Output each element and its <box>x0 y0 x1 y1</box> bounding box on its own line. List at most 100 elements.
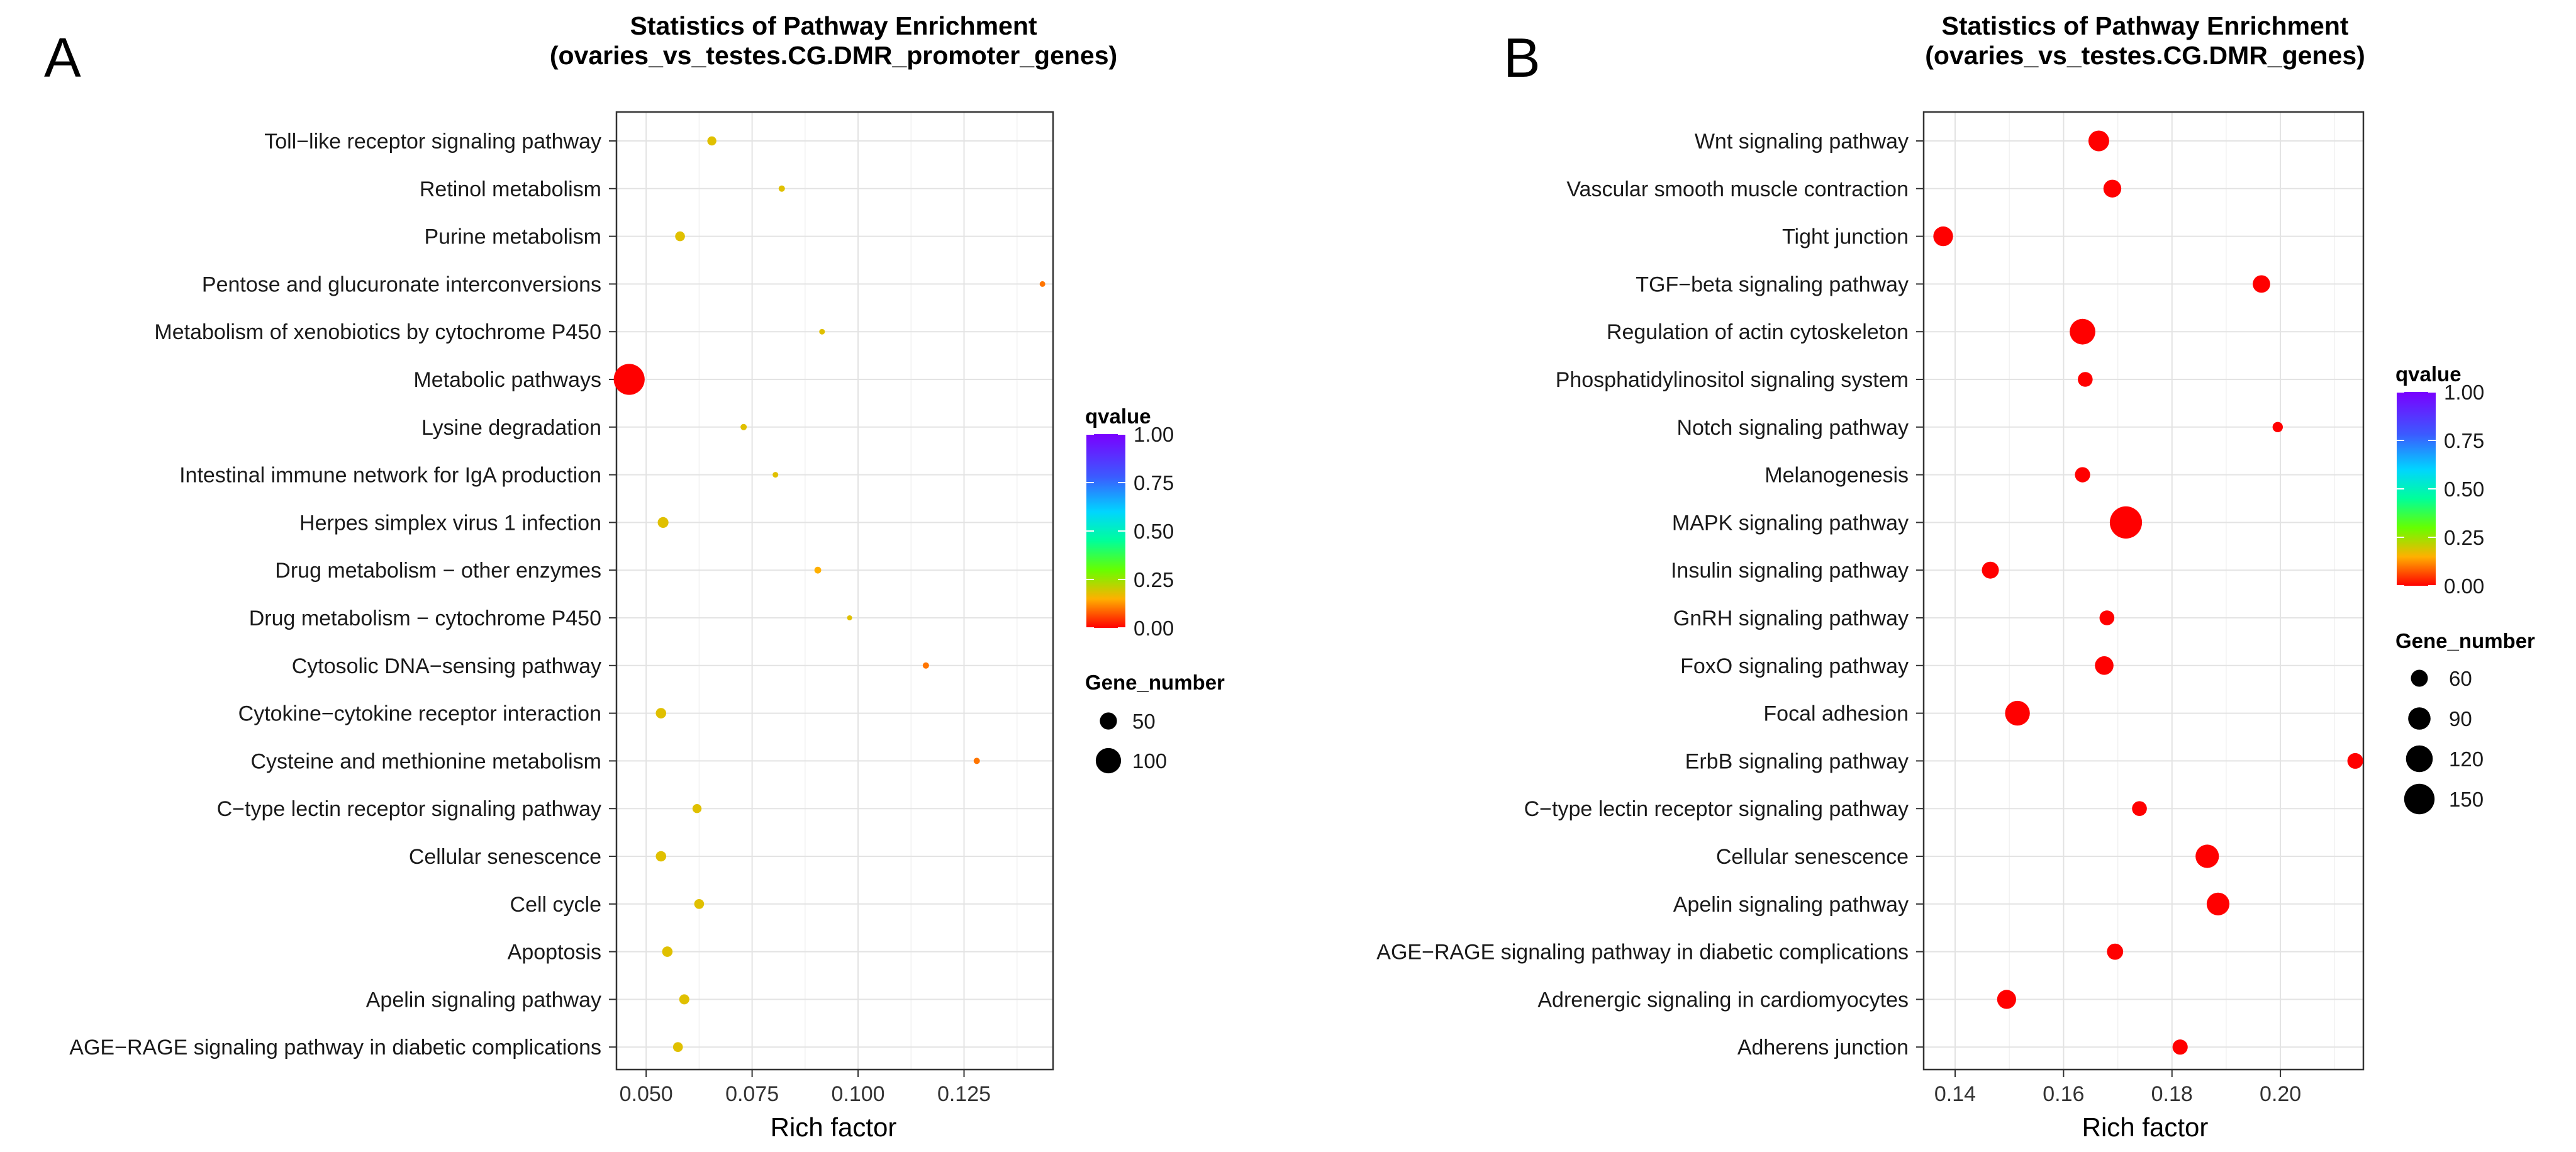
panel-b-category-label: AGE−RAGE signaling pathway in diabetic c… <box>1376 941 1909 965</box>
panel-a-category-label: Apoptosis <box>508 941 601 965</box>
panel-a-subtitle: (ovaries_vs_testes.CG.DMR_promoter_genes… <box>550 41 1117 70</box>
panel-b-size-key-dot <box>2411 669 2428 687</box>
panel-b-xtick-label: 0.14 <box>1934 1082 1976 1106</box>
panel-b-point <box>1933 226 1953 247</box>
panel-a-point <box>662 946 673 957</box>
panel-b-size-legend: Gene_number 60 90 120 150 <box>2395 629 2535 815</box>
panel-b-colorbar-tick-label: 1.00 <box>2444 381 2484 404</box>
panel-a-category-label: Pentose and glucuronate interconversions <box>202 272 601 296</box>
panel-a-category-label: Retinol metabolism <box>420 177 601 201</box>
panel-b-point <box>2347 752 2363 769</box>
panel-a-size-keys: 50 100 <box>1095 710 1167 774</box>
panel-b-plot-frame <box>1922 111 2365 1071</box>
panel-b-point <box>2109 506 2143 539</box>
panel-a-category-label: Lysine degradation <box>421 416 601 440</box>
panel-a-point <box>973 758 980 764</box>
panel-a-xlabel: Rich factor <box>771 1112 897 1142</box>
panel-a-xtick-label: 0.100 <box>832 1082 885 1106</box>
panel-b-category-label: Focal adhesion <box>1763 702 1909 726</box>
panel-a-point <box>679 994 689 1005</box>
panel-a-point <box>613 364 645 395</box>
panel-b-point <box>2099 610 2115 625</box>
panel-b-point <box>2103 179 2122 198</box>
panel-b-point <box>2075 467 2090 483</box>
panel-b-xtick-label: 0.16 <box>2043 1082 2084 1106</box>
panel-b-point <box>2172 1039 2188 1055</box>
panel-b-color-legend: qvalue 1.00 0.75 0.50 0.25 0.00 <box>2395 362 2484 598</box>
panel-a-category-label: Purine metabolism <box>424 225 601 249</box>
panel-b-category-label: Adrenergic signaling in cardiomyocytes <box>1537 988 1909 1012</box>
panel-a-category-label: Herpes simplex virus 1 infection <box>299 511 601 535</box>
panel-a-size-key-dot <box>1100 712 1117 730</box>
panel-b-category-label: TGF−beta signaling pathway <box>1636 272 1909 296</box>
panel-b-size-key-dot <box>2406 745 2433 773</box>
panel-b-category-label: Notch signaling pathway <box>1676 416 1909 440</box>
panel-a-size-legend: Gene_number 50 100 <box>1085 671 1225 774</box>
panel-a-letter: A <box>44 26 81 89</box>
panel-b-category-label: Apelin signaling pathway <box>1673 893 1909 917</box>
panel-b-colorbar-tick-label: 0.75 <box>2444 429 2484 452</box>
panel-a-category-label: Cytosolic DNA−sensing pathway <box>292 654 601 678</box>
panel-a-color-legend: qvalue 1.00 0.75 0.50 0.25 0.00 <box>1085 405 1174 640</box>
panel-a-category-label: Metabolism of xenobiotics by cytochrome … <box>154 320 601 344</box>
panel-a-size-key-label: 50 <box>1132 710 1156 733</box>
panel-b-size-key-label: 90 <box>2449 707 2472 730</box>
panel-a-point <box>707 136 716 146</box>
panel-a-point <box>778 185 785 192</box>
panel-b-category-label: Tight junction <box>1782 225 1909 249</box>
panel-b-category-label: FoxO signaling pathway <box>1680 654 1909 678</box>
panel-b-category-label: GnRH signaling pathway <box>1673 607 1909 630</box>
panel-a-colorbar-tick-label: 0.75 <box>1134 471 1174 495</box>
panel-b-category-label: C−type lectin receptor signaling pathway <box>1524 797 1909 821</box>
panel-b-colorbar-tick-label: 0.25 <box>2444 526 2484 549</box>
panel-a-point <box>814 566 822 574</box>
panel-a-xtick-label: 0.050 <box>620 1082 673 1106</box>
panel-b-point <box>2253 275 2270 293</box>
panel-b-category-label: Regulation of actin cytoskeleton <box>1607 320 1909 344</box>
panel-a: A Statistics of Pathway Enrichment (ovar… <box>44 11 1225 1142</box>
panel-b-category-label: Insulin signaling pathway <box>1671 559 1909 583</box>
panel-a-colorbar-tick-label: 0.00 <box>1134 617 1174 640</box>
panel-b-letter: B <box>1503 26 1541 89</box>
panel-a-size-key-label: 100 <box>1132 749 1167 773</box>
panel-a-point <box>922 662 929 669</box>
panel-b-category-label: Melanogenesis <box>1765 464 1909 488</box>
panel-a-category-label: Toll−like receptor signaling pathway <box>264 130 601 154</box>
panel-b-subtitle: (ovaries_vs_testes.CG.DMR_genes) <box>1925 41 2365 70</box>
panel-b-colorbar-ticks: 1.00 0.75 0.50 0.25 0.00 <box>2397 381 2484 598</box>
panel-b-category-label: Adherens junction <box>1737 1036 1909 1060</box>
panel-a-category-label: Drug metabolism − other enzymes <box>275 559 601 583</box>
panel-a-point <box>694 899 705 909</box>
panel-b-point <box>2206 892 2230 915</box>
panel-a-category-label: Apelin signaling pathway <box>366 988 601 1012</box>
panel-a-point <box>847 615 852 620</box>
panel-a-point <box>1039 281 1045 287</box>
panel-a-category-label: AGE−RAGE signaling pathway in diabetic c… <box>69 1036 601 1060</box>
panel-a-colorbar-ticks: 1.00 0.75 0.50 0.25 0.00 <box>1086 423 1174 640</box>
panel-a-colorbar-tick-label: 0.25 <box>1134 568 1174 591</box>
panel-a-category-label: Drug metabolism − cytochrome P450 <box>249 607 601 630</box>
panel-b-colorbar-tick-label: 0.00 <box>2444 574 2484 598</box>
panel-a-colorbar-tick-label: 0.50 <box>1134 520 1174 543</box>
panel-b-point <box>2272 422 2283 432</box>
panel-b-point <box>2088 130 2109 152</box>
panel-b-point <box>2107 943 2124 960</box>
panel-a-xtick-label: 0.075 <box>725 1082 779 1106</box>
panel-a-point <box>655 851 667 862</box>
panel-b-point <box>2078 372 2093 387</box>
panel-a-size-legend-title: Gene_number <box>1085 671 1225 694</box>
panel-b-plot-bg <box>1924 112 2363 1070</box>
panel-a-category-label: Metabolic pathways <box>413 368 601 392</box>
panel-a-colorbar-tick-label: 1.00 <box>1134 423 1174 446</box>
panel-b-point <box>2095 656 2114 675</box>
panel-a-point <box>740 423 747 430</box>
panel-b-plot: Wnt signaling pathway Vascular smooth mus… <box>1376 111 2365 1106</box>
panel-a-category-label: Cellular senescence <box>409 845 601 869</box>
panel-b-category-label: Vascular smooth muscle contraction <box>1566 177 1909 201</box>
panel-b-title: Statistics of Pathway Enrichment <box>1941 11 2348 40</box>
panel-b-category-label: Cellular senescence <box>1716 845 1909 869</box>
panel-b-category-label: MAPK signaling pathway <box>1672 511 1909 535</box>
panel-a-point <box>672 1042 683 1052</box>
panel-a-category-label: Cell cycle <box>510 893 601 917</box>
